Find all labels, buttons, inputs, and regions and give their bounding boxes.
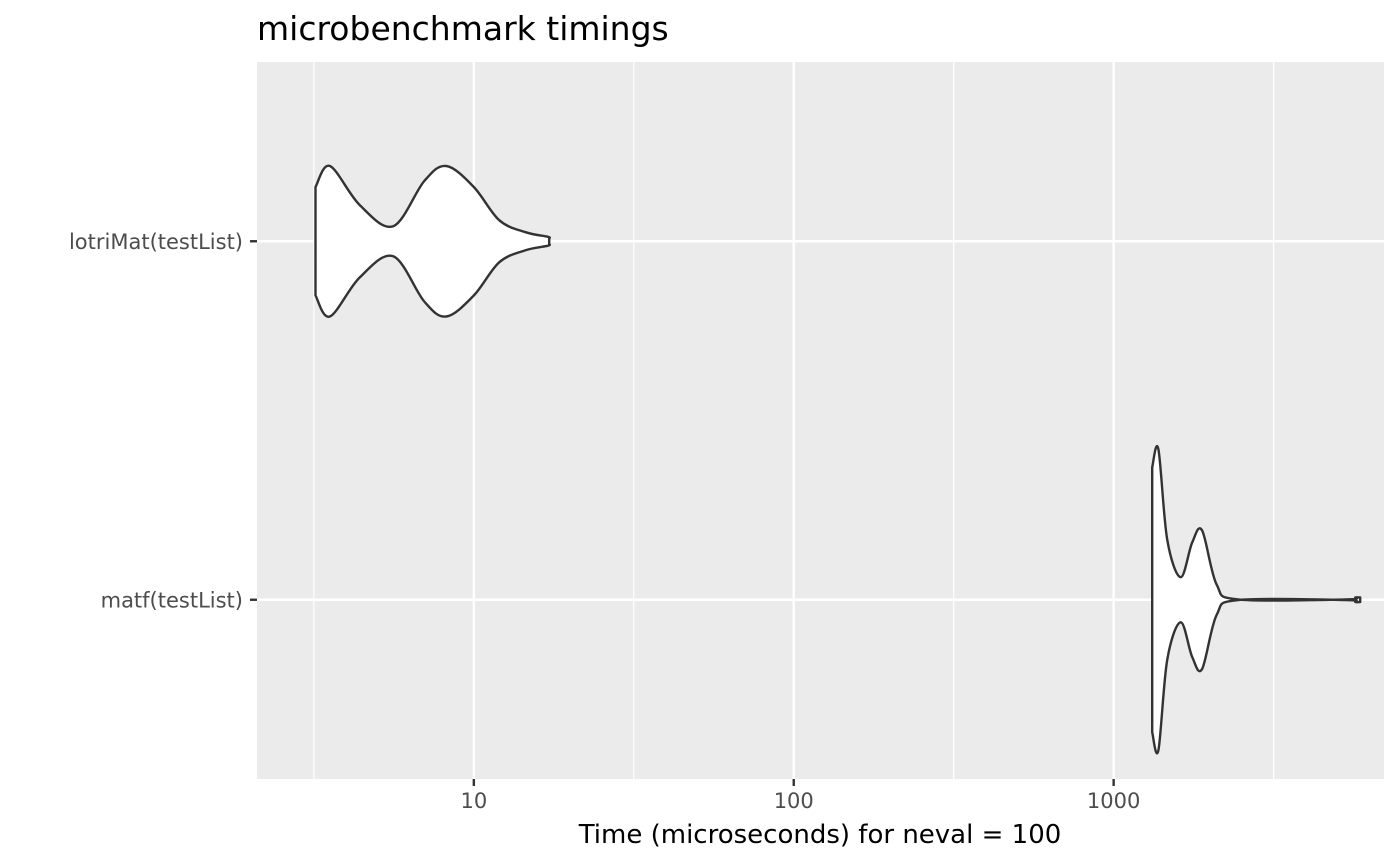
minor-gridlines [313,62,1275,779]
x-tick-label-1: 100 [774,789,814,813]
y-tick-label-0: lotriMat(testList) [69,230,243,254]
chart-title: microbenchmark timings [257,9,669,48]
x-axis-title: Time (microseconds) for neval = 100 [578,820,1062,850]
violin-lotrimat-testlist [314,164,551,318]
plot-panel [257,62,1384,779]
x-tick-label-0: 10 [460,789,487,813]
violin-matf-testlist [1151,445,1362,755]
violins [314,164,1362,755]
x-axis: 10 100 1000 [460,779,1140,813]
x-tick-label-2: 1000 [1087,789,1140,813]
y-tick-label-1: matf(testList) [101,588,243,612]
y-axis: lotriMat(testList) matf(testList) [69,230,257,612]
